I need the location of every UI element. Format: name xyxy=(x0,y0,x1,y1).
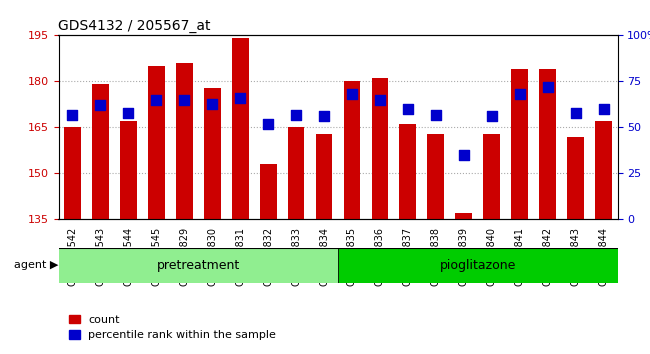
Text: pretreatment: pretreatment xyxy=(157,259,240,272)
Point xyxy=(375,97,385,103)
Point xyxy=(151,97,161,103)
Bar xyxy=(316,133,332,219)
Point xyxy=(431,112,441,118)
Point xyxy=(291,112,302,118)
Bar xyxy=(484,133,500,219)
Bar xyxy=(344,81,360,219)
Bar xyxy=(595,121,612,219)
Bar xyxy=(372,78,388,219)
Point xyxy=(207,101,217,106)
Point xyxy=(347,91,358,97)
Bar xyxy=(512,69,528,219)
Bar xyxy=(428,133,444,219)
Point xyxy=(124,110,134,115)
Point xyxy=(235,95,246,101)
Point xyxy=(95,103,105,108)
Bar xyxy=(64,127,81,219)
Point xyxy=(318,114,329,119)
Legend: count, percentile rank within the sample: count, percentile rank within the sample xyxy=(64,310,281,345)
Text: agent ▶: agent ▶ xyxy=(14,261,58,270)
Point xyxy=(263,121,273,127)
Bar xyxy=(148,66,164,219)
Point xyxy=(402,106,413,112)
Bar xyxy=(92,85,109,219)
Bar xyxy=(567,137,584,219)
Text: pioglitazone: pioglitazone xyxy=(439,259,516,272)
FancyBboxPatch shape xyxy=(338,248,618,283)
Bar xyxy=(176,63,192,219)
Text: GDS4132 / 205567_at: GDS4132 / 205567_at xyxy=(58,19,211,33)
Bar xyxy=(260,164,276,219)
Bar xyxy=(456,213,472,219)
Point xyxy=(486,114,497,119)
Bar xyxy=(288,127,304,219)
Point xyxy=(515,91,525,97)
Point xyxy=(67,112,78,118)
Point xyxy=(571,110,581,115)
Bar xyxy=(400,124,416,219)
Point xyxy=(459,152,469,158)
Bar xyxy=(232,39,248,219)
Bar xyxy=(204,87,220,219)
Point xyxy=(179,97,190,103)
Point xyxy=(599,106,609,112)
Bar xyxy=(120,121,136,219)
Bar xyxy=(540,69,556,219)
FancyBboxPatch shape xyxy=(58,248,338,283)
Point xyxy=(542,84,552,90)
